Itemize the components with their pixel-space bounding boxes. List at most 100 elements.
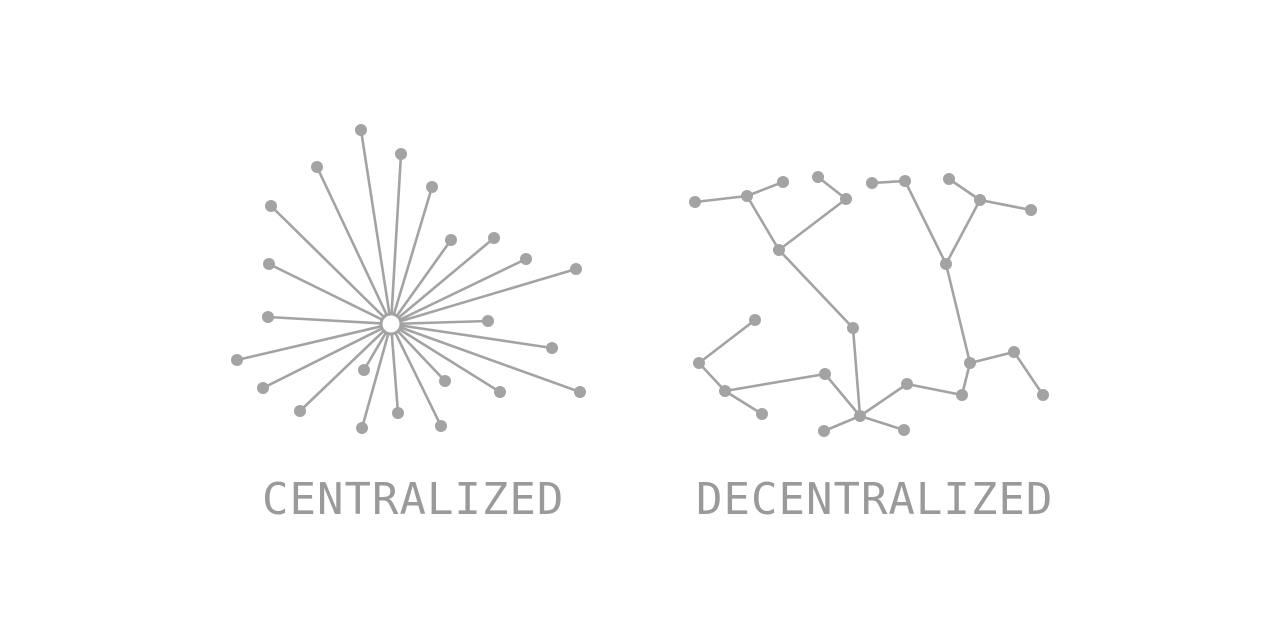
- leaf-node: [574, 386, 586, 398]
- spoke-edge: [315, 165, 393, 326]
- spoke-edge: [389, 322, 502, 394]
- network-edge: [723, 389, 764, 416]
- centralized-edges: [235, 128, 582, 430]
- leaf-node: [439, 375, 451, 387]
- network-edge: [777, 197, 848, 252]
- spoke-edge: [389, 322, 447, 383]
- spoke-edge: [298, 322, 393, 413]
- network-node: [854, 410, 866, 422]
- network-edge: [978, 198, 1033, 212]
- spoke-edge: [389, 322, 400, 415]
- network-node: [741, 190, 753, 202]
- spoke-edge: [266, 315, 393, 326]
- network-edge: [777, 248, 855, 330]
- spoke-edge: [389, 322, 582, 394]
- network-edge: [944, 198, 982, 266]
- network-node: [956, 389, 968, 401]
- network-edge: [745, 180, 785, 198]
- leaf-node: [520, 253, 532, 265]
- network-edge: [697, 318, 757, 365]
- spoke-edge: [389, 236, 496, 326]
- network-edge: [905, 382, 964, 397]
- network-node: [866, 177, 878, 189]
- spoke-edge: [360, 322, 393, 430]
- decentralized-nodes: [689, 171, 1049, 437]
- network-edge: [858, 414, 906, 432]
- network-edge: [1012, 350, 1045, 397]
- leaf-node: [356, 422, 368, 434]
- leaf-node: [265, 200, 277, 212]
- leaf-node: [570, 263, 582, 275]
- network-node: [901, 378, 913, 390]
- leaf-node: [482, 315, 494, 327]
- spoke-edge: [359, 128, 393, 326]
- network-node: [898, 424, 910, 436]
- network-node: [777, 176, 789, 188]
- leaf-node: [231, 354, 243, 366]
- leaf-node: [257, 382, 269, 394]
- network-node: [819, 368, 831, 380]
- leaf-node: [294, 405, 306, 417]
- network-edge: [723, 372, 827, 393]
- hub-node: [379, 312, 403, 336]
- leaf-node: [311, 161, 323, 173]
- spoke-edge: [269, 204, 393, 326]
- network-edge: [697, 361, 727, 393]
- network-edge: [693, 194, 749, 204]
- leaf-node: [395, 148, 407, 160]
- network-node: [899, 175, 911, 187]
- leaf-node: [435, 420, 447, 432]
- spoke-edge: [389, 257, 528, 326]
- spoke-edge: [389, 322, 554, 350]
- leaf-node: [355, 124, 367, 136]
- network-node: [818, 425, 830, 437]
- network-edge: [947, 177, 982, 202]
- spoke-edge: [389, 267, 578, 326]
- spoke-edge: [261, 322, 393, 390]
- centralized-nodes: [231, 124, 586, 434]
- spoke-edge: [389, 322, 443, 428]
- leaf-node: [488, 232, 500, 244]
- network-node: [974, 194, 986, 206]
- leaf-node: [262, 311, 274, 323]
- network-node: [943, 173, 955, 185]
- leaf-node: [358, 364, 370, 376]
- leaf-node: [546, 342, 558, 354]
- centralized-network: [231, 124, 586, 434]
- network-node: [756, 408, 768, 420]
- network-node: [689, 196, 701, 208]
- spoke-edge: [235, 322, 393, 362]
- spoke-edge: [389, 152, 403, 326]
- network-edge: [745, 194, 781, 252]
- spoke-edge: [389, 238, 453, 326]
- network-node: [773, 244, 785, 256]
- decentralized-network: [689, 171, 1049, 437]
- network-node: [964, 357, 976, 369]
- leaf-node: [494, 386, 506, 398]
- spoke-edge: [267, 262, 393, 326]
- network-edge: [823, 372, 862, 418]
- network-node: [847, 322, 859, 334]
- decentralized-label: DECENTRALIZED: [696, 474, 1054, 525]
- leaf-node: [445, 234, 457, 246]
- network-edge: [858, 382, 909, 418]
- leaf-node: [392, 407, 404, 419]
- centralized-label: CENTRALIZED: [262, 474, 565, 525]
- network-node: [1008, 346, 1020, 358]
- network-edge: [851, 326, 862, 418]
- leaf-node: [263, 258, 275, 270]
- network-node: [693, 357, 705, 369]
- network-edge: [944, 262, 972, 365]
- network-edge: [968, 350, 1016, 365]
- network-edge: [903, 179, 948, 266]
- network-node: [1025, 204, 1037, 216]
- leaf-node: [426, 181, 438, 193]
- network-node: [812, 171, 824, 183]
- spoke-edge: [389, 185, 434, 326]
- network-node: [840, 193, 852, 205]
- spoke-edge: [389, 319, 490, 326]
- network-edge: [822, 414, 862, 433]
- network-node: [1037, 389, 1049, 401]
- network-node: [940, 258, 952, 270]
